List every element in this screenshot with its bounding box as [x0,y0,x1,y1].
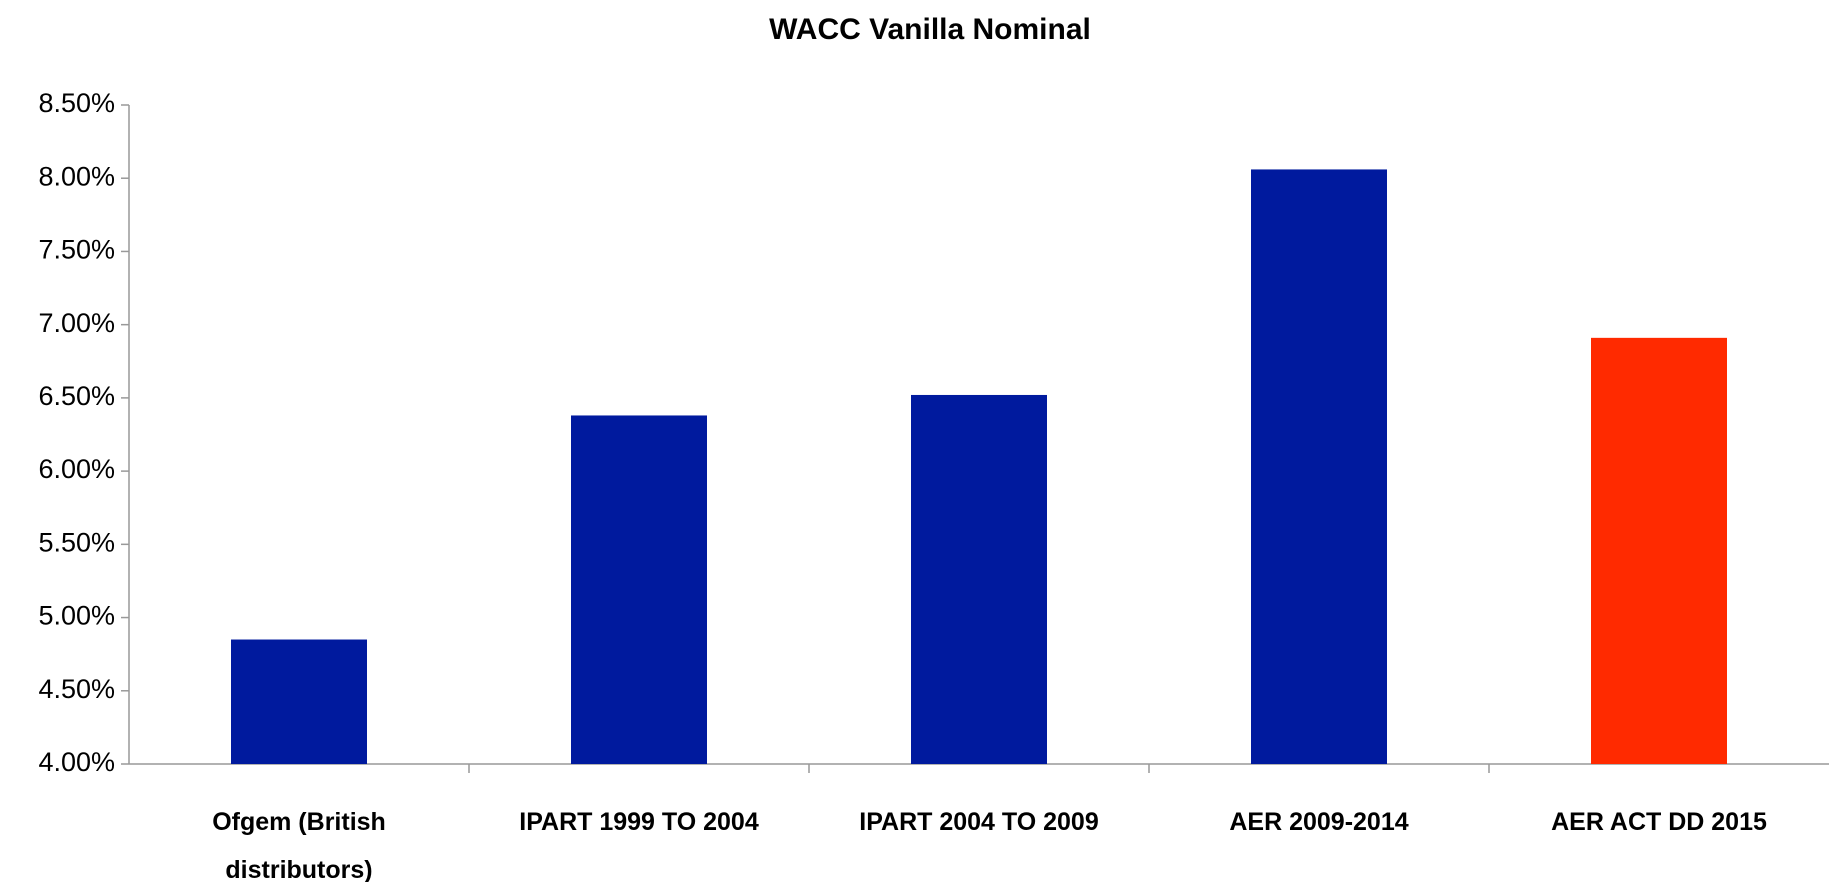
y-tick-label: 7.00% [38,308,115,338]
y-tick-label: 5.50% [38,527,115,557]
y-tick-label: 6.50% [38,381,115,411]
y-tick-label: 7.50% [38,235,115,265]
bar [231,639,367,764]
y-tick-label: 8.50% [38,88,115,118]
x-tick-label: AER ACT DD 2015 [1551,808,1767,836]
bar [1251,169,1387,765]
x-tick-label: IPART 1999 TO 2004 [519,808,759,836]
bar [571,415,707,764]
x-tick-label: Ofgem (British distributors) [212,808,386,882]
y-tick-label: 4.50% [38,674,115,704]
y-tick-label: 5.00% [38,601,115,631]
x-tick-label: AER 2009-2014 [1229,808,1409,836]
chart-title: WACC Vanilla Nominal [769,13,1091,46]
bar [1591,337,1727,764]
bar [911,394,1047,764]
y-tick-label: 8.00% [38,161,115,191]
x-tick-label: IPART 2004 TO 2009 [859,808,1099,836]
y-tick-label: 4.00% [38,747,115,777]
y-tick-label: 6.00% [38,454,115,484]
